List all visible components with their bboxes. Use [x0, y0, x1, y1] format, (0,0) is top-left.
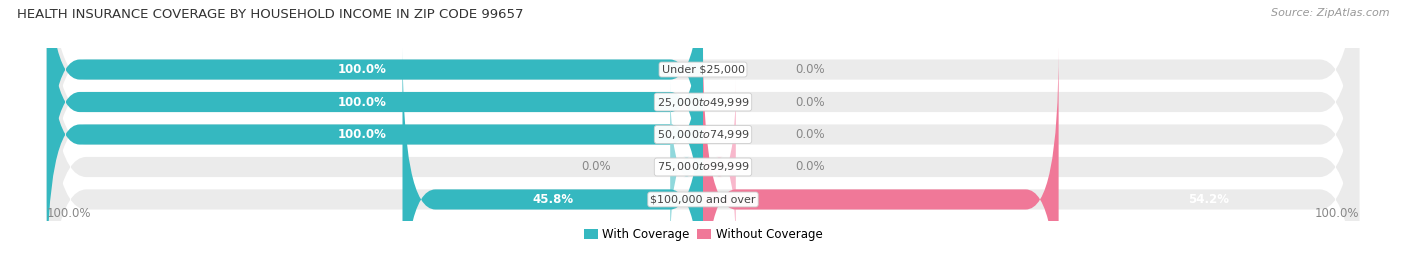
Text: 100.0%: 100.0%	[1315, 207, 1360, 220]
Text: 45.8%: 45.8%	[533, 193, 574, 206]
FancyBboxPatch shape	[46, 0, 1360, 269]
Text: 100.0%: 100.0%	[46, 207, 91, 220]
Text: Source: ZipAtlas.com: Source: ZipAtlas.com	[1271, 8, 1389, 18]
FancyBboxPatch shape	[46, 0, 1360, 269]
FancyBboxPatch shape	[46, 0, 703, 269]
Text: 100.0%: 100.0%	[337, 128, 387, 141]
FancyBboxPatch shape	[46, 0, 703, 222]
Legend: With Coverage, Without Coverage: With Coverage, Without Coverage	[579, 223, 827, 246]
FancyBboxPatch shape	[703, 80, 735, 254]
Text: $25,000 to $49,999: $25,000 to $49,999	[657, 95, 749, 108]
FancyBboxPatch shape	[402, 47, 703, 269]
Text: $100,000 and over: $100,000 and over	[650, 194, 756, 204]
Text: 0.0%: 0.0%	[794, 95, 824, 108]
FancyBboxPatch shape	[46, 0, 1360, 254]
Text: 100.0%: 100.0%	[337, 63, 387, 76]
Text: 100.0%: 100.0%	[337, 95, 387, 108]
Text: Under $25,000: Under $25,000	[661, 65, 745, 75]
Text: $50,000 to $74,999: $50,000 to $74,999	[657, 128, 749, 141]
FancyBboxPatch shape	[46, 15, 1360, 269]
Text: $75,000 to $99,999: $75,000 to $99,999	[657, 161, 749, 174]
FancyBboxPatch shape	[46, 0, 703, 254]
Text: 0.0%: 0.0%	[794, 128, 824, 141]
FancyBboxPatch shape	[46, 0, 1360, 269]
FancyBboxPatch shape	[703, 47, 1059, 269]
Text: 0.0%: 0.0%	[794, 161, 824, 174]
Text: 0.0%: 0.0%	[582, 161, 612, 174]
Text: 0.0%: 0.0%	[794, 63, 824, 76]
Text: 54.2%: 54.2%	[1188, 193, 1229, 206]
Text: HEALTH INSURANCE COVERAGE BY HOUSEHOLD INCOME IN ZIP CODE 99657: HEALTH INSURANCE COVERAGE BY HOUSEHOLD I…	[17, 8, 523, 21]
FancyBboxPatch shape	[671, 80, 703, 254]
